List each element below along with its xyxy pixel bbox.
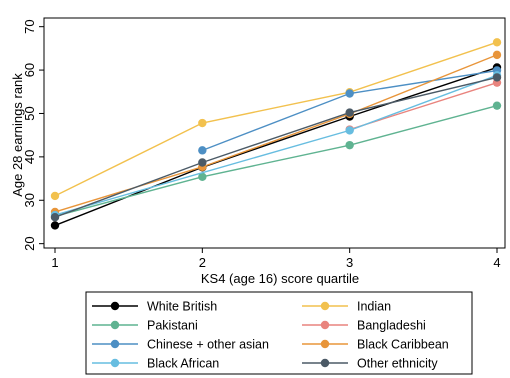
x-tick-label: 1 (51, 255, 58, 270)
x-tick-label: 4 (493, 255, 500, 270)
series-layer (50, 38, 502, 230)
data-point (492, 38, 502, 47)
legend-label: Black African (147, 357, 219, 371)
data-point (345, 108, 354, 117)
data-point (198, 158, 207, 167)
legend-item: Other ethnicity (302, 357, 438, 371)
data-point (198, 146, 207, 155)
legend-marker (320, 358, 330, 368)
data-point (198, 172, 207, 182)
y-axis: 20 30 40 50 60 70 (22, 19, 44, 251)
plot-border (43, 17, 506, 249)
y-tick-label: 70 (22, 19, 37, 33)
data-point (345, 140, 354, 150)
legend-marker (320, 339, 330, 349)
data-point (492, 73, 502, 82)
data-point (50, 212, 60, 222)
y-tick-label: 40 (22, 150, 37, 164)
legend: White British Indian Pakistani Bangladeshi C… (85, 291, 473, 375)
y-axis-title: Age 28 earnings rank (10, 73, 25, 197)
series-line (54, 41, 498, 197)
legend-item: Chinese + other asian (92, 338, 269, 352)
legend-marker (110, 301, 120, 311)
legend-item: Black African (92, 357, 219, 371)
x-axis: 1 2 3 4 (51, 248, 501, 270)
legend-item: Black Caribbean (302, 338, 449, 352)
legend-label: Other ethnicity (357, 357, 438, 371)
x-axis-title: KS4 (age 16) score quartile (201, 271, 359, 286)
legend-label: Black Caribbean (357, 338, 449, 352)
data-point (50, 221, 60, 230)
y-tick-label: 20 (22, 236, 37, 250)
plot-area (43, 17, 506, 249)
y-tick-label: 50 (22, 106, 37, 120)
series-line (54, 76, 498, 218)
legend-marker (110, 339, 120, 349)
data-point (345, 89, 354, 98)
legend-item: White British (92, 300, 217, 314)
y-tick-label: 60 (22, 63, 37, 77)
x-tick-label: 3 (346, 255, 353, 270)
legend-item: Pakistani (92, 319, 198, 333)
series-other-ethnicity (50, 73, 502, 222)
data-point (492, 50, 502, 60)
legend-label: White British (147, 300, 217, 314)
legend-item: Indian (302, 300, 391, 314)
legend-marker (320, 301, 330, 311)
legend-label: Chinese + other asian (147, 338, 269, 352)
legend-marker (110, 358, 120, 368)
series-line (54, 104, 498, 217)
data-point (50, 191, 60, 201)
legend-label: Indian (357, 300, 391, 314)
legend-label: Bangladeshi (357, 319, 426, 333)
legend-label: Pakistani (147, 319, 198, 333)
data-point (345, 126, 354, 135)
legend-box (85, 291, 473, 375)
legend-marker (110, 320, 120, 330)
legend-item: Bangladeshi (302, 319, 426, 333)
legend-marker (320, 320, 330, 330)
x-tick-label: 2 (199, 255, 206, 270)
data-point (198, 118, 207, 128)
y-tick-label: 30 (22, 193, 37, 207)
data-point (492, 101, 502, 110)
